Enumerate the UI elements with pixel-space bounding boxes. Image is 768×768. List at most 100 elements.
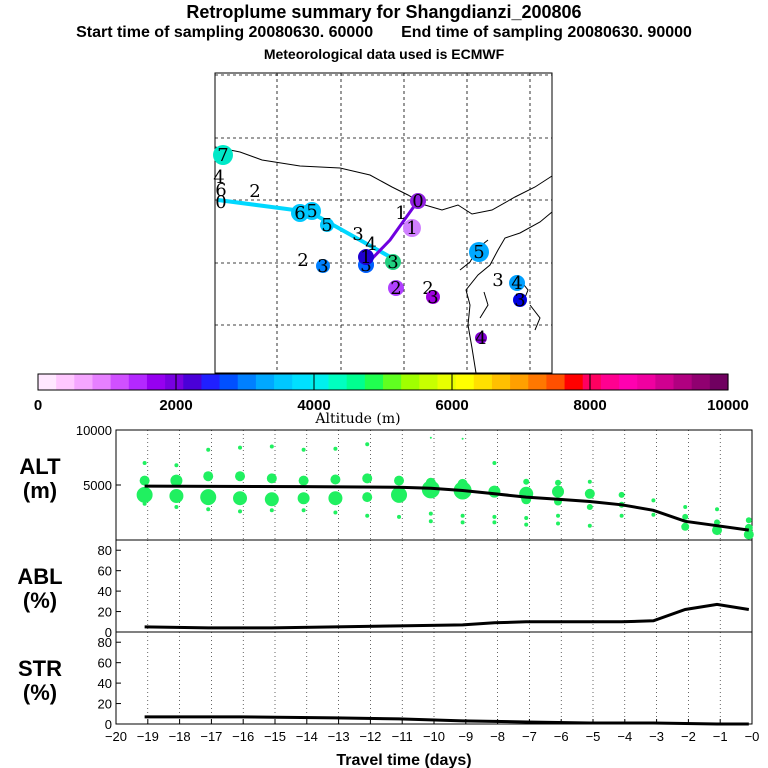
altitude-point [712,525,723,536]
colorbar-cell [582,374,602,390]
colorbar-cell [56,374,75,390]
y-axis-unit: (%) [23,588,57,613]
x-tick-label: −3 [649,729,664,744]
altitude-point [461,437,464,440]
colorbar-cell [128,374,148,390]
trajectory-marker: 1 [403,218,421,239]
marker-dot [385,254,401,270]
altitude-point [238,509,243,514]
colorbar-cell [201,374,221,390]
x-tick-label: −14 [296,729,318,744]
colorbar-cell [473,374,493,390]
colorbar-cell [691,374,711,390]
colorbar-cell [419,374,439,390]
colorbar-cell [328,374,348,390]
altitude-point [460,513,465,518]
trajectory-line-purple [364,204,417,267]
altitude-point [619,513,624,518]
mean-altitude-line [144,484,750,532]
marker-label: 5 [306,201,317,222]
y-axis-unit: (%) [23,680,57,705]
marker-dot [426,290,440,304]
marker-label: 0 [412,191,423,212]
marker-dot [291,204,309,222]
trajectory-marker: 1 [358,247,374,268]
colorbar-tick-label: 0 [34,397,42,414]
trajectory-marker: 3 [385,252,401,273]
trajectory-marker: 6 [291,203,309,224]
y-tick-label: 60 [98,656,112,671]
colorbar-cell [673,374,693,390]
altitude-point [397,514,402,519]
marker-label: 1 [395,203,406,224]
altitude-point [492,514,497,519]
altitude-point [170,474,183,487]
trajectory-marker: 2 [297,250,308,271]
altitude-point [333,510,338,515]
altitude-point [269,444,274,449]
altitude-point [429,436,432,439]
marker-dot [316,259,330,273]
marker-label: 3 [427,287,438,308]
altitude-point [328,491,343,506]
altitude-point [488,485,501,498]
colorbar-cell [110,374,130,390]
altitude-point [365,513,370,518]
altitude-point [743,529,754,540]
y-tick-label: 60 [98,564,112,579]
altitude-point [266,473,277,484]
y-tick-label: 0 [105,625,112,640]
time-series-panels: 500010000ALT(m)020406080ABL(%)020406080S… [17,423,759,768]
y-tick-label: 20 [98,605,112,620]
altitude-point [362,473,373,484]
altitude-point [142,461,147,465]
altitude-point [715,507,720,512]
y-axis-label: ALT [19,454,61,479]
x-tick-label: −18 [169,729,191,744]
trajectory-marker: 6 [215,180,226,201]
altitude-point [651,512,656,517]
trajectory-marker: 2 [422,278,433,299]
colorbar-cell [619,374,638,390]
altitude-point [524,522,529,527]
x-tick-label: −19 [137,729,159,744]
altitude-point [333,446,338,451]
altitude-point [365,442,370,447]
colorbar-cell [292,374,311,390]
altitude-point [142,501,147,506]
altitude-point [233,491,248,506]
marker-label: 3 [317,256,328,277]
marker-label: 2 [297,250,308,271]
panel-abl: 0 20 40 60 80 ABL(%) [17,539,753,640]
altitude-point [682,513,689,520]
colorbar-cell [92,374,112,390]
marker-label: 4 [511,273,522,294]
x-tick-label: −4 [617,729,632,744]
altitude-point [203,471,214,482]
colorbar-tick-label: 8000 [573,397,606,414]
altitude-colorbar: 0 2000 4000 6000 8000 10000 Altitude (m) [34,373,749,427]
marker-label: 3 [387,252,398,273]
marker-dot [509,275,525,291]
y-axis-label: ABL [17,564,62,589]
colorbar-cell [655,374,675,390]
marker-label: 5 [473,242,484,263]
y-tick-label: 40 [98,584,112,599]
x-tick-label: −8 [490,729,505,744]
map-gridlines [215,73,552,373]
altitude-point [584,488,595,499]
altitude-point [136,486,153,503]
altitude-point [235,471,246,482]
altitude-point [556,513,561,518]
colorbar-cell [600,374,620,390]
trajectory-marker: 3 [513,290,527,311]
marker-label: 4 [365,234,376,255]
marker-label: 1 [406,218,417,239]
colorbar-tick-label: 4000 [297,397,330,414]
trajectory-marker: 3 [316,256,330,277]
colorbar-cell [274,374,293,390]
altitude-point [298,475,309,486]
altitude-point [169,489,184,503]
trajectory-marker: 7 [213,145,233,166]
altitude-point [206,507,211,512]
